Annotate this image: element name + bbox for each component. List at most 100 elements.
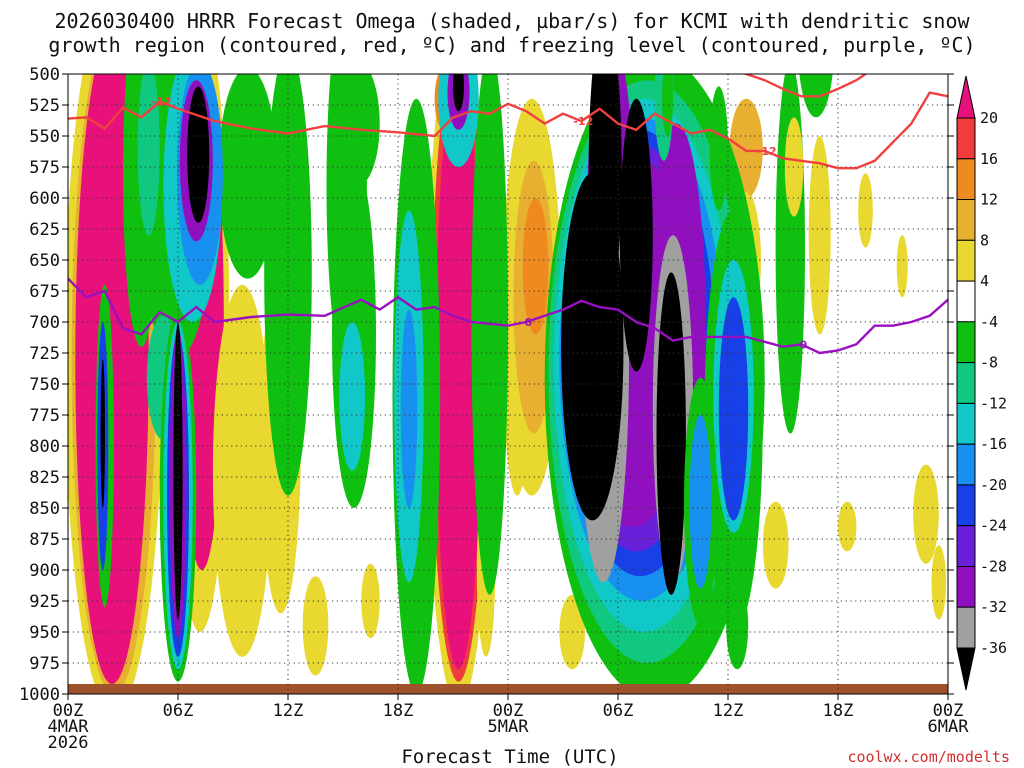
omega-shade-cell bbox=[858, 173, 873, 248]
credit-text: coolwx.com/modelts bbox=[847, 748, 1010, 766]
omega-shade-cell bbox=[471, 74, 508, 595]
y-tick-label: 700 bbox=[29, 313, 60, 333]
x-tick-label: 12Z bbox=[273, 701, 304, 721]
colorbar-label: -8 bbox=[980, 354, 998, 372]
omega-shade-cell bbox=[522, 198, 549, 335]
colorbar-label: -4 bbox=[980, 313, 998, 331]
x-tick-label: 6MAR bbox=[928, 717, 970, 737]
x-tick-label: 18Z bbox=[823, 701, 854, 721]
colorbar-label: -12 bbox=[980, 394, 1007, 412]
y-tick-label: 850 bbox=[29, 499, 60, 519]
y-tick-label: 675 bbox=[29, 282, 60, 302]
y-tick-label: 925 bbox=[29, 592, 60, 612]
omega-shade-cell bbox=[913, 464, 939, 564]
colorbar-box bbox=[956, 566, 976, 608]
contour-label-freezing_level: 0 bbox=[799, 338, 807, 351]
omega-shade-cell bbox=[689, 415, 712, 589]
y-tick-label: 600 bbox=[29, 189, 60, 209]
title-line-2: growth region (contoured, red, ºC) and f… bbox=[48, 33, 975, 57]
y-tick-label: 525 bbox=[29, 96, 60, 116]
omega-shade-cell bbox=[931, 545, 947, 620]
x-tick-label: 12Z bbox=[713, 701, 744, 721]
colorbar-label: 12 bbox=[980, 191, 998, 209]
x-tick-label: 00Z bbox=[53, 701, 84, 721]
omega-shade-cell bbox=[784, 117, 804, 217]
omega-shading bbox=[68, 74, 947, 694]
y-tick-label: 725 bbox=[29, 344, 60, 364]
omega-shade-cell bbox=[400, 309, 418, 508]
colorbar-box bbox=[956, 239, 976, 282]
colorbar-label: 16 bbox=[980, 150, 998, 168]
omega-shade-cell bbox=[302, 576, 329, 676]
chart-title: 2026030400 HRRR Forecast Omega (shaded, … bbox=[48, 9, 975, 57]
omega-shade-cell bbox=[137, 74, 160, 236]
omega-shade-cell bbox=[656, 272, 686, 595]
colorbar: 20 16 12 8 4 -4 -8 -12 -16 -20 -24 -28 -32 -36 bbox=[956, 75, 1007, 691]
contour-label-dgz_top: -12 bbox=[573, 115, 593, 128]
y-tick-label: 975 bbox=[29, 654, 60, 674]
omega-shade-cell bbox=[662, 74, 673, 136]
contour-lines: -12 -12 -12 0 0 bbox=[68, 74, 948, 355]
y-tick-label: 825 bbox=[29, 468, 60, 488]
y-tick-label: 800 bbox=[29, 437, 60, 457]
colorbar-box bbox=[956, 484, 976, 527]
colorbar-box bbox=[956, 443, 976, 486]
omega-shade-cell bbox=[762, 501, 789, 589]
omega-shade-cell bbox=[435, 74, 482, 670]
colorbar-box bbox=[956, 321, 976, 364]
y-axis-pressure: 500 525 550 575 600 625 650 675 700 725 750 775 800 8… bbox=[19, 65, 954, 705]
colorbar-box bbox=[956, 402, 976, 445]
colorbar-top-arrow bbox=[956, 75, 976, 119]
colorbar-label: 4 bbox=[980, 272, 989, 290]
y-tick-label: 750 bbox=[29, 375, 60, 395]
omega-shade-cell bbox=[838, 501, 857, 552]
colorbar-label: -28 bbox=[980, 558, 1007, 576]
omega-shade-cell bbox=[808, 136, 831, 335]
colorbar-label: -16 bbox=[980, 435, 1007, 453]
omega-shade-cell bbox=[561, 173, 624, 521]
y-tick-label: 500 bbox=[29, 65, 60, 85]
colorbar-box bbox=[956, 280, 976, 323]
omega-shade-cell bbox=[453, 74, 464, 112]
y-tick-label: 950 bbox=[29, 623, 60, 643]
y-tick-label: 625 bbox=[29, 220, 60, 240]
colorbar-label: -24 bbox=[980, 517, 1007, 535]
colorbar-box bbox=[956, 362, 976, 404]
x-tick-label: 4MAR bbox=[48, 717, 90, 737]
contour-dgz_bottom bbox=[742, 74, 868, 98]
colorbar-label: -32 bbox=[980, 598, 1007, 616]
omega-shade-cell bbox=[187, 86, 210, 223]
contour-label-dgz_top: -12 bbox=[152, 95, 172, 108]
colorbar-label: -36 bbox=[980, 639, 1007, 657]
y-tick-label: 1000 bbox=[19, 685, 60, 705]
omega-shade-cell bbox=[775, 74, 805, 434]
x-tick-label: 06Z bbox=[603, 701, 634, 721]
x-tick-label: 00Z bbox=[933, 701, 964, 721]
contour-label-freezing_level: 0 bbox=[524, 316, 532, 329]
omega-shade-cell bbox=[173, 322, 183, 620]
x-tick-label: 2026 bbox=[48, 733, 89, 753]
colorbar-bottom-arrow bbox=[956, 647, 976, 691]
omega-shade-cell bbox=[339, 322, 366, 471]
x-tick-label: 18Z bbox=[383, 701, 414, 721]
colorbar-box bbox=[956, 606, 976, 649]
y-tick-label: 650 bbox=[29, 251, 60, 271]
x-axis-label: Forecast Time (UTC) bbox=[401, 746, 618, 768]
omega-shade-cell bbox=[709, 86, 728, 211]
y-tick-label: 775 bbox=[29, 406, 60, 426]
colorbar-box bbox=[956, 199, 976, 241]
omega-shade-cell bbox=[896, 235, 908, 298]
title-line-1: 2026030400 HRRR Forecast Omega (shaded, … bbox=[54, 9, 970, 33]
contour-dgz_top bbox=[68, 91, 948, 170]
y-tick-label: 550 bbox=[29, 127, 60, 147]
colorbar-box bbox=[956, 117, 976, 160]
colorbar-label: 8 bbox=[980, 231, 989, 249]
omega-shade-cell bbox=[619, 98, 653, 372]
contour-freezing_level bbox=[68, 277, 948, 355]
x-tick-label: 5MAR bbox=[488, 717, 530, 737]
omega-shade-cell bbox=[100, 359, 106, 508]
colorbar-label: 20 bbox=[980, 109, 998, 127]
omega-shade-cell bbox=[718, 297, 749, 521]
